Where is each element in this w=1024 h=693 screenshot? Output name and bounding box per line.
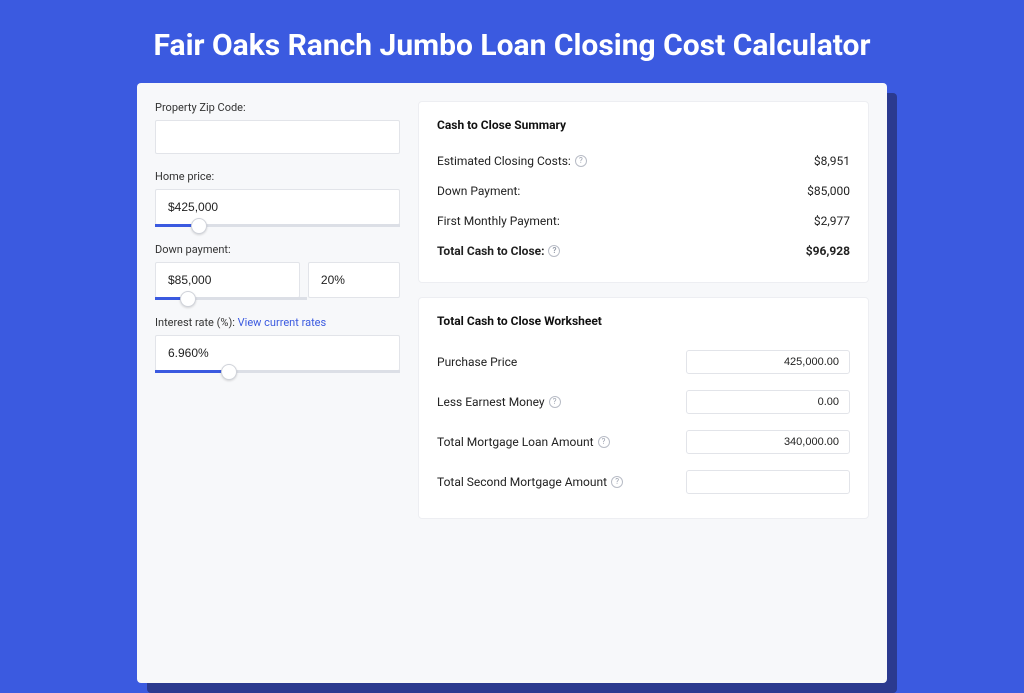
help-icon[interactable]: ? — [548, 245, 560, 257]
view-rates-link[interactable]: View current rates — [238, 316, 327, 329]
worksheet-row-input[interactable] — [686, 390, 850, 414]
summary-row-value: $2,977 — [814, 214, 850, 228]
calculator-card-wrap: Property Zip Code: Home price: Down paym… — [137, 83, 887, 683]
worksheet-panel: Total Cash to Close Worksheet Purchase P… — [418, 297, 869, 519]
worksheet-row-input[interactable] — [686, 470, 850, 494]
down-payment-slider-thumb[interactable] — [180, 291, 196, 307]
summary-row-value: $85,000 — [807, 184, 850, 198]
summary-row-value: $8,951 — [814, 154, 850, 168]
zip-input[interactable] — [155, 120, 400, 154]
home-price-slider-thumb[interactable] — [191, 218, 207, 234]
summary-row-label: Down Payment: — [437, 184, 520, 198]
worksheet-title: Total Cash to Close Worksheet — [437, 314, 850, 328]
summary-row-label-text: Estimated Closing Costs: — [437, 154, 571, 168]
down-payment-field: Down payment: — [155, 243, 400, 300]
worksheet-row-label: Total Second Mortgage Amount? — [437, 475, 623, 489]
help-icon[interactable]: ? — [549, 396, 561, 408]
interest-rate-slider[interactable] — [155, 370, 400, 373]
home-price-slider[interactable] — [155, 224, 400, 227]
summary-row: Total Cash to Close:? $96,928 — [437, 236, 850, 266]
summary-panel: Cash to Close Summary Estimated Closing … — [418, 101, 869, 283]
worksheet-row-input[interactable] — [686, 430, 850, 454]
summary-row-label-text: First Monthly Payment: — [437, 214, 560, 228]
page-title: Fair Oaks Ranch Jumbo Loan Closing Cost … — [0, 0, 1024, 83]
interest-rate-slider-thumb[interactable] — [221, 364, 237, 380]
home-price-input[interactable] — [155, 189, 400, 225]
worksheet-row-label-text: Purchase Price — [437, 355, 517, 369]
summary-row-value: $96,928 — [806, 244, 850, 258]
summary-row: Estimated Closing Costs:? $8,951 — [437, 146, 850, 176]
interest-rate-label-text: Interest rate (%): — [155, 316, 235, 329]
zip-field: Property Zip Code: — [155, 101, 400, 154]
worksheet-row-label: Less Earnest Money? — [437, 395, 561, 409]
home-price-label: Home price: — [155, 170, 400, 183]
interest-rate-input[interactable] — [155, 335, 400, 371]
help-icon[interactable]: ? — [611, 476, 623, 488]
worksheet-row-label: Total Mortgage Loan Amount? — [437, 435, 610, 449]
summary-rows: Estimated Closing Costs:? $8,951 Down Paym… — [437, 146, 850, 266]
worksheet-row-label-text: Total Second Mortgage Amount — [437, 475, 607, 489]
worksheet-row: Total Second Mortgage Amount? — [437, 462, 850, 502]
help-icon[interactable]: ? — [575, 155, 587, 167]
worksheet-row-label-text: Total Mortgage Loan Amount — [437, 435, 594, 449]
worksheet-row-label-text: Less Earnest Money — [437, 395, 545, 409]
interest-rate-slider-fill — [155, 370, 229, 373]
worksheet-rows: Purchase PriceLess Earnest Money?Total M… — [437, 342, 850, 502]
summary-row: Down Payment: $85,000 — [437, 176, 850, 206]
worksheet-row: Purchase Price — [437, 342, 850, 382]
summary-row-label: Estimated Closing Costs:? — [437, 154, 587, 168]
worksheet-row: Less Earnest Money? — [437, 382, 850, 422]
summary-title: Cash to Close Summary — [437, 118, 850, 132]
inputs-column: Property Zip Code: Home price: Down paym… — [155, 101, 400, 665]
interest-rate-field: Interest rate (%): View current rates — [155, 316, 400, 373]
down-payment-pct-input[interactable] — [308, 262, 400, 298]
summary-row-label: First Monthly Payment: — [437, 214, 560, 228]
zip-label: Property Zip Code: — [155, 101, 400, 114]
summary-row-label-text: Total Cash to Close: — [437, 244, 544, 258]
summary-row-label-text: Down Payment: — [437, 184, 520, 198]
interest-rate-label: Interest rate (%): View current rates — [155, 316, 400, 329]
summary-row: First Monthly Payment: $2,977 — [437, 206, 850, 236]
down-payment-slider[interactable] — [155, 297, 307, 300]
worksheet-row-input[interactable] — [686, 350, 850, 374]
home-price-field: Home price: — [155, 170, 400, 227]
down-payment-label: Down payment: — [155, 243, 400, 256]
help-icon[interactable]: ? — [598, 436, 610, 448]
summary-row-label: Total Cash to Close:? — [437, 244, 560, 258]
results-column: Cash to Close Summary Estimated Closing … — [418, 101, 869, 665]
worksheet-row: Total Mortgage Loan Amount? — [437, 422, 850, 462]
down-payment-input[interactable] — [155, 262, 300, 298]
calculator-card: Property Zip Code: Home price: Down paym… — [137, 83, 887, 683]
worksheet-row-label: Purchase Price — [437, 355, 517, 369]
